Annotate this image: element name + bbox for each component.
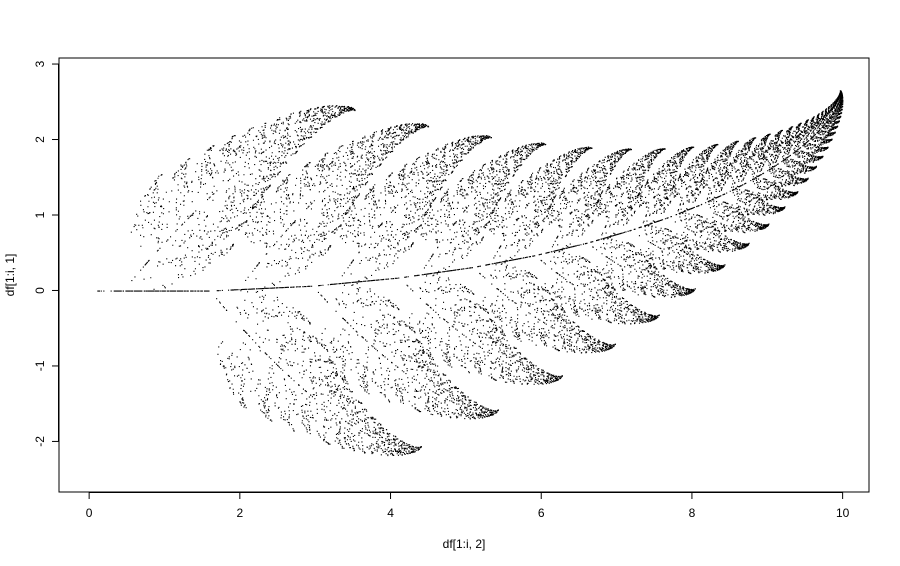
x-tick-label: 8 — [689, 506, 696, 520]
plot-frame — [58, 57, 870, 493]
x-axis: 0 2 4 6 8 10 — [86, 492, 850, 520]
x-tick-label: 6 — [538, 506, 545, 520]
x-tick-label: 0 — [86, 506, 93, 520]
y-tick-label: -2 — [33, 436, 47, 447]
y-tick-label: 0 — [33, 287, 47, 294]
x-tick-label: 4 — [387, 506, 394, 520]
y-tick-label: 2 — [33, 136, 47, 143]
x-tick-label: 10 — [836, 506, 850, 520]
x-tick-label: 2 — [236, 506, 243, 520]
y-axis-title: df[1:i, 1] — [3, 254, 17, 297]
x-axis-title: df[1:i, 2] — [443, 537, 486, 551]
y-tick-label: -1 — [33, 360, 47, 371]
y-tick-label: 1 — [33, 211, 47, 218]
y-axis: -2 -1 0 1 2 3 — [33, 60, 59, 447]
y-tick-label: 3 — [33, 60, 47, 67]
scatter-points — [97, 90, 844, 457]
fern-points — [97, 90, 844, 457]
